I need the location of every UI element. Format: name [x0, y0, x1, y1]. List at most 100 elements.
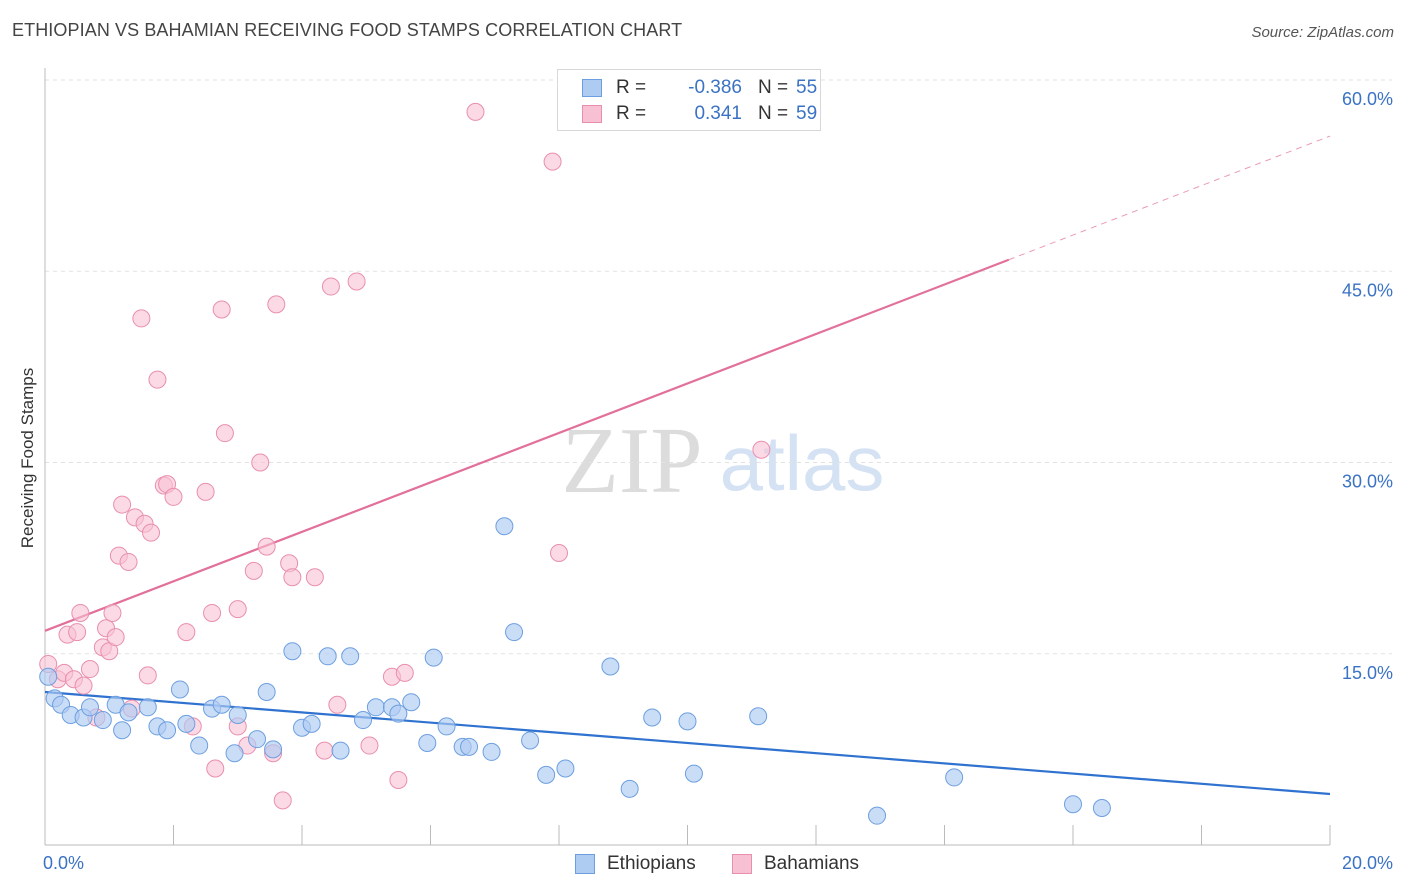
- point-bahamians: [315, 741, 334, 760]
- y-tick-label: 60.0%: [1342, 89, 1393, 109]
- bottom-legend-swatch-ethiopians: [575, 854, 595, 874]
- legend-r-value: 0.341: [694, 103, 742, 124]
- legend-r-label: R =: [616, 103, 647, 124]
- point-ethiopians: [225, 744, 244, 763]
- point-ethiopians: [418, 734, 437, 752]
- point-bahamians: [177, 623, 196, 642]
- watermark: ZIP atlas: [562, 409, 885, 513]
- point-bahamians: [360, 736, 379, 755]
- point-bahamians: [228, 600, 247, 619]
- point-bahamians: [119, 552, 138, 571]
- legend-n-value: 59: [796, 103, 818, 124]
- point-bahamians: [148, 370, 167, 389]
- point-ethiopians: [1092, 799, 1111, 818]
- legend-n-label: N =: [758, 103, 789, 124]
- point-bahamians: [74, 676, 93, 695]
- point-bahamians: [142, 523, 161, 542]
- point-ethiopians: [868, 806, 887, 825]
- legend-n-label: N =: [758, 77, 789, 98]
- point-bahamians: [103, 603, 122, 622]
- legend-swatch-bahamians: [582, 105, 602, 123]
- point-ethiopians: [402, 693, 421, 712]
- point-bahamians: [71, 603, 90, 622]
- point-ethiopians: [424, 648, 443, 667]
- point-bahamians: [212, 300, 231, 319]
- point-ethiopians: [318, 647, 337, 666]
- point-ethiopians: [1064, 795, 1082, 814]
- y-tick-label: 45.0%: [1342, 280, 1393, 300]
- point-ethiopians: [495, 517, 514, 536]
- point-ethiopians: [505, 623, 524, 642]
- point-bahamians: [283, 568, 302, 587]
- point-ethiopians: [684, 764, 703, 783]
- watermark-zip: ZIP: [562, 409, 703, 513]
- point-ethiopians: [80, 698, 99, 717]
- point-bahamians: [132, 309, 151, 328]
- trend-line-bahamians: [44, 258, 1010, 632]
- point-ethiopians: [482, 742, 501, 761]
- legend-n-value: 55: [796, 77, 818, 98]
- x-tick-label: 20.0%: [1342, 853, 1393, 873]
- point-ethiopians: [177, 714, 196, 733]
- point-ethiopians: [354, 711, 373, 730]
- point-bahamians: [113, 495, 132, 514]
- point-bahamians: [164, 487, 183, 506]
- legend: R = -0.386 N = 55 R = 0.341 N = 59: [557, 69, 821, 131]
- point-ethiopians: [521, 731, 540, 750]
- point-ethiopians: [158, 721, 177, 740]
- x-tick-label: 0.0%: [43, 853, 84, 873]
- tick-labels: 15.0% 30.0% 45.0% 60.0% 0.0% 20.0%: [43, 89, 1393, 873]
- point-ethiopians: [643, 708, 662, 727]
- point-bahamians: [257, 537, 276, 556]
- trend-lines: [44, 135, 1331, 796]
- point-bahamians: [244, 561, 263, 580]
- point-ethiopians: [248, 730, 267, 749]
- point-ethiopians: [119, 703, 138, 722]
- trend-line-bahamians-extension: [1008, 135, 1331, 261]
- point-ethiopians: [170, 680, 189, 699]
- legend-r-label: R =: [616, 77, 647, 98]
- point-ethiopians: [437, 717, 456, 736]
- point-bahamians: [395, 663, 414, 682]
- point-ethiopians: [331, 741, 350, 760]
- point-ethiopians: [601, 657, 620, 676]
- point-bahamians: [389, 770, 408, 789]
- point-ethiopians: [366, 698, 385, 717]
- point-ethiopians: [945, 768, 964, 787]
- point-bahamians: [68, 623, 87, 642]
- point-ethiopians: [302, 714, 321, 733]
- point-ethiopians: [389, 704, 408, 723]
- point-bahamians: [215, 424, 234, 443]
- point-ethiopians: [39, 667, 58, 686]
- point-bahamians: [305, 568, 324, 587]
- point-ethiopians: [537, 765, 556, 784]
- legend-r-value: -0.386: [688, 77, 742, 98]
- point-bahamians: [321, 277, 340, 296]
- axes: [44, 68, 1331, 846]
- point-ethiopians: [212, 695, 231, 714]
- point-bahamians: [273, 791, 292, 810]
- point-ethiopians: [138, 698, 157, 717]
- point-bahamians: [267, 295, 286, 314]
- point-bahamians: [328, 695, 347, 714]
- point-ethiopians: [228, 705, 247, 724]
- point-ethiopians: [460, 737, 479, 756]
- point-ethiopians: [190, 736, 209, 755]
- point-ethiopians: [283, 642, 302, 661]
- point-bahamians: [550, 544, 568, 563]
- point-bahamians: [206, 759, 225, 778]
- point-bahamians: [543, 152, 562, 171]
- point-bahamians: [251, 453, 270, 472]
- point-bahamians: [80, 660, 99, 679]
- bottom-legend-label-bahamians: Bahamians: [764, 853, 860, 874]
- point-ethiopians: [257, 683, 276, 701]
- point-ethiopians: [556, 759, 575, 778]
- y-tick-label: 30.0%: [1342, 472, 1393, 492]
- point-ethiopians: [113, 721, 132, 740]
- point-ethiopians: [341, 647, 360, 666]
- point-ethiopians: [749, 707, 768, 726]
- bottom-legend-swatch-bahamians: [732, 854, 752, 874]
- point-ethiopians: [620, 779, 639, 798]
- legend-swatch-ethiopians: [582, 79, 602, 97]
